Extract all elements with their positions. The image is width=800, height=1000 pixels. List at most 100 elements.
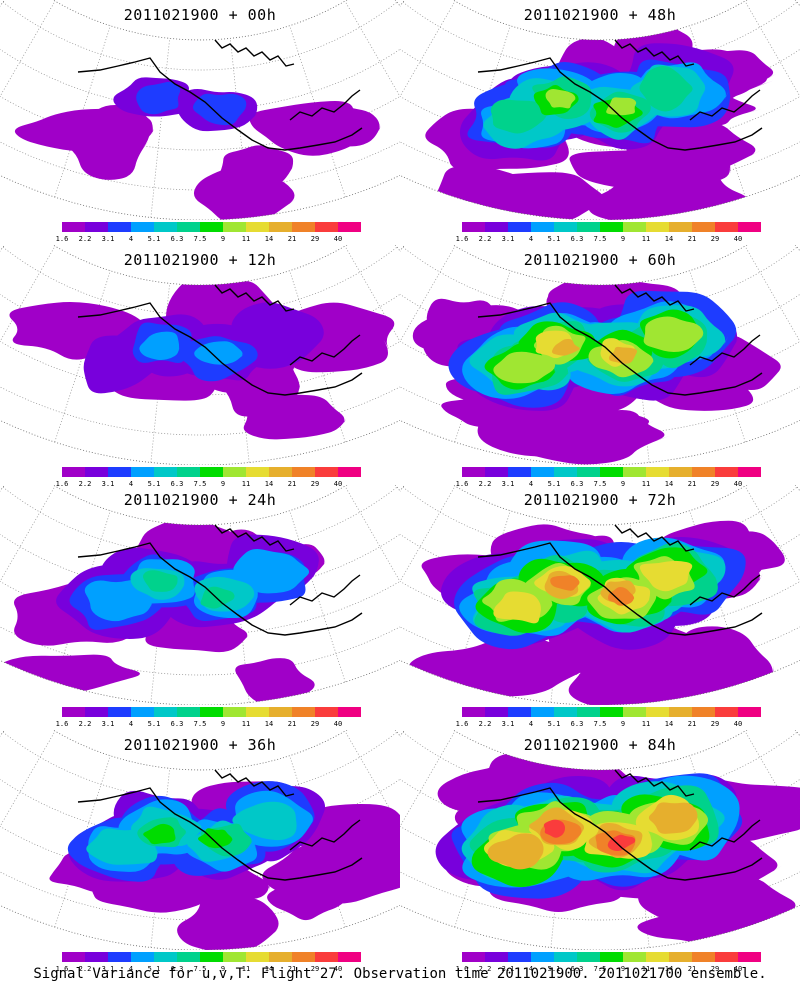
colorbar-label: 14: [264, 235, 274, 243]
colorbar-swatch: [338, 222, 361, 232]
variance-contour: [9, 302, 151, 360]
colorbar-label: 11: [641, 720, 651, 728]
variance-contour: [233, 549, 313, 594]
meridian-gridline: [739, 245, 800, 411]
colorbar-label: 9: [220, 965, 226, 973]
colorbar-label: 29: [310, 720, 320, 728]
colorbar-label: 14: [264, 965, 274, 973]
coastline: [689, 334, 761, 366]
polar-sector-map: [400, 0, 800, 220]
colorbar-label: 40: [733, 720, 743, 728]
colorbar-label: 7.5: [593, 480, 607, 488]
variance-contour: [0, 654, 148, 694]
colorbar-swatch: [508, 467, 531, 477]
colorbar-label: 2.2: [478, 235, 492, 243]
colorbar-label: 21: [687, 480, 697, 488]
colorbar-label: 6.3: [170, 480, 184, 488]
coastline: [289, 89, 361, 121]
colorbar: [462, 952, 761, 962]
variance-contour: [194, 341, 245, 365]
coastline: [289, 574, 361, 606]
variance-contour: [639, 65, 695, 112]
colorbar-labels: 1.6 2.2 3.1 4 5.1 6.3 7.5 9 11 14 21 29 40: [56, 235, 361, 245]
coastline: [77, 302, 363, 396]
colorbar-swatch: [738, 952, 761, 962]
panel-title: 2011021900 + 48h: [523, 6, 677, 24]
colorbar-label: 21: [287, 965, 297, 973]
colorbar-label: 1.6: [455, 480, 469, 488]
colorbar-swatch: [485, 952, 508, 962]
colorbar-label: 5.1: [547, 235, 561, 243]
colorbar-swatch: [462, 222, 485, 232]
colorbar-swatch: [508, 707, 531, 717]
colorbar-swatch: [646, 707, 669, 717]
latitude-gridline: [0, 730, 400, 801]
variance-contour: [296, 103, 382, 148]
colorbar-swatch: [177, 952, 200, 962]
colorbar-swatch: [577, 952, 600, 962]
variance-contour: [177, 896, 282, 950]
meridian-gridline: [739, 485, 800, 651]
colorbar-labels: 1.6 2.2 3.1 4 5.1 6.3 7.5 9 11 14 21 29 40: [56, 480, 361, 490]
colorbar-swatch: [531, 467, 554, 477]
colorbar-swatch: [269, 222, 292, 232]
latitude-gridline: [400, 0, 800, 191]
colorbar-swatch: [246, 222, 269, 232]
coastline: [477, 542, 763, 636]
colorbar-label: 21: [687, 720, 697, 728]
colorbar-label: 6.3: [570, 965, 584, 973]
colorbar-swatch: [554, 952, 577, 962]
colorbar-swatch: [600, 467, 623, 477]
colorbar-swatch: [108, 222, 131, 232]
colorbar-swatch: [554, 222, 577, 232]
colorbar-swatch: [200, 952, 223, 962]
panel-title: 2011021900 + 12h: [123, 251, 277, 269]
meridian-gridline: [0, 245, 61, 411]
variance-contour: [14, 108, 154, 151]
colorbar-label: 9: [220, 720, 226, 728]
colorbar-label: 11: [241, 720, 251, 728]
colorbar-swatch: [462, 707, 485, 717]
colorbar-label: 1.6: [55, 720, 69, 728]
colorbar-label: 5.1: [547, 720, 561, 728]
variance-contour: [409, 637, 592, 697]
colorbar-label: 3.1: [101, 965, 115, 973]
coastline: [614, 39, 695, 67]
meridian-gridline: [228, 28, 251, 220]
colorbar-swatch: [577, 222, 600, 232]
colorbar-label: 9: [620, 720, 626, 728]
colorbar-swatch: [692, 707, 715, 717]
variance-contour: [487, 833, 545, 870]
colorbar-swatch: [223, 467, 246, 477]
colorbar-labels: 1.6 2.2 3.1 4 5.1 6.3 7.5 9 11 14 21 29 40: [56, 720, 361, 730]
colorbar-label: 1.6: [455, 965, 469, 973]
colorbar-label: 6.3: [570, 235, 584, 243]
polar-sector-map: [400, 485, 800, 705]
colorbar-label: 5.1: [147, 480, 161, 488]
colorbar-swatch: [62, 467, 85, 477]
coastline: [477, 787, 763, 881]
colorbar-swatch: [315, 707, 338, 717]
colorbar-label: 3.1: [101, 235, 115, 243]
colorbar-label: 6.3: [170, 965, 184, 973]
colorbar-label: 14: [664, 720, 674, 728]
variance-contour: [200, 586, 236, 609]
colorbar-swatch: [462, 467, 485, 477]
colorbar-label: 6.3: [570, 720, 584, 728]
colorbar-swatch: [223, 952, 246, 962]
colorbar-label: 21: [687, 235, 697, 243]
variance-contour: [639, 560, 693, 592]
meridian-gridline: [0, 0, 61, 166]
colorbar-swatch: [200, 707, 223, 717]
colorbar-swatch: [62, 222, 85, 232]
colorbar-label: 11: [241, 235, 251, 243]
coastline: [214, 284, 295, 312]
colorbar-label: 11: [241, 480, 251, 488]
colorbar-swatch: [85, 222, 108, 232]
variance-contour: [607, 834, 636, 852]
colorbar: [462, 222, 761, 232]
colorbar-swatch: [692, 222, 715, 232]
polar-sector-map: [0, 730, 400, 950]
colorbar-label: 11: [241, 965, 251, 973]
colorbar-labels: 1.6 2.2 3.1 4 5.1 6.3 7.5 9 11 14 21 29 40: [56, 965, 361, 975]
